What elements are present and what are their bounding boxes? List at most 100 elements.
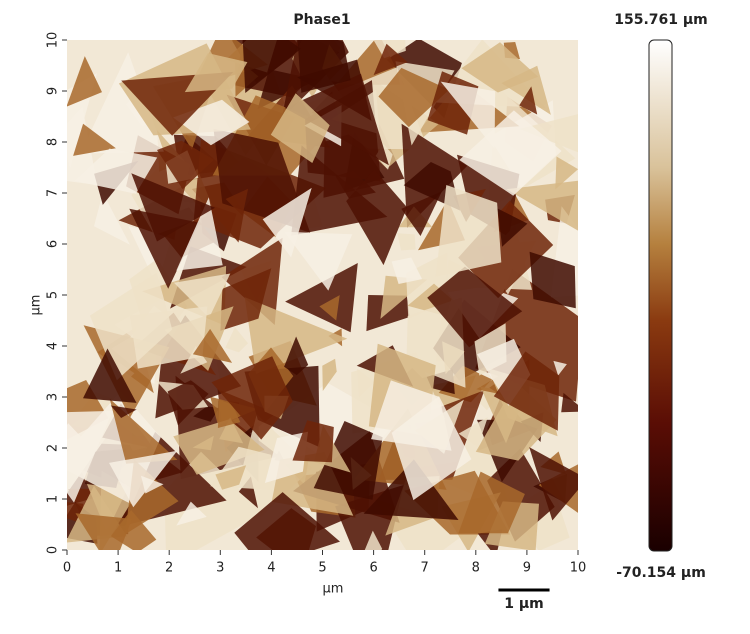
x-tick-label: 8 [472, 561, 480, 576]
domain [519, 114, 578, 153]
domain [89, 272, 173, 381]
y-tick-label: 7 [46, 189, 61, 197]
x-tick-label: 7 [421, 561, 429, 576]
x-tick-label: 4 [267, 561, 275, 576]
domain [173, 273, 231, 318]
domain [234, 492, 340, 550]
domain [264, 431, 308, 483]
x-tick-label: 2 [165, 561, 173, 576]
domain [501, 65, 551, 115]
domain [157, 140, 215, 190]
domain [313, 421, 383, 500]
domain [366, 295, 410, 332]
domain [493, 351, 560, 431]
y-axis-label: µm [29, 295, 44, 316]
domain [176, 197, 223, 271]
domain [192, 328, 233, 363]
domain [397, 233, 416, 251]
x-axis-label: µm [323, 582, 344, 597]
domain [529, 251, 576, 309]
domain [215, 465, 247, 490]
domain [176, 501, 207, 526]
domain [391, 396, 472, 501]
domain [94, 192, 130, 245]
domain [270, 93, 330, 163]
domain [459, 110, 562, 196]
domain [129, 208, 200, 289]
domain [67, 56, 102, 107]
domain [217, 399, 241, 428]
domain [319, 295, 340, 321]
x-tick-label: 3 [216, 561, 224, 576]
domain [391, 257, 423, 284]
domain [561, 392, 578, 413]
domain [109, 450, 178, 508]
phase-image [67, 40, 578, 550]
domain [80, 52, 164, 154]
domain [67, 410, 113, 503]
domain [364, 530, 383, 550]
domain [262, 187, 312, 258]
colorbar-max-label: 155.761 µm [614, 12, 708, 28]
y-tick-label: 10 [46, 32, 61, 49]
domain [284, 231, 353, 291]
domain [506, 180, 578, 231]
domain [292, 420, 334, 463]
domain [458, 200, 554, 299]
domain [225, 188, 249, 216]
y-tick-label: 1 [46, 495, 61, 503]
domain [173, 419, 265, 475]
domain [519, 86, 538, 115]
scale-bar-label: 1 µm [504, 596, 544, 612]
y-tick-label: 5 [46, 291, 61, 299]
domain [242, 40, 301, 93]
domain [219, 417, 244, 444]
domain [184, 53, 248, 93]
domain [220, 268, 272, 331]
x-tick-label: 0 [63, 561, 71, 576]
domain [131, 173, 216, 242]
domain [458, 471, 525, 534]
domain [238, 476, 258, 509]
domain [427, 266, 523, 348]
x-tick-label: 9 [523, 561, 531, 576]
domain [110, 405, 137, 418]
domain [322, 358, 337, 391]
domain [346, 169, 408, 266]
y-tick-label: 3 [46, 393, 61, 401]
domain [284, 73, 389, 166]
domain [75, 513, 132, 550]
domain [211, 356, 293, 440]
domain [297, 40, 351, 93]
chart-title: Phase1 [293, 12, 350, 28]
domain [130, 306, 208, 369]
domain [440, 81, 496, 149]
domain [193, 406, 220, 422]
y-tick-label: 2 [46, 444, 61, 452]
domain [435, 185, 502, 277]
domain [497, 208, 528, 247]
domain [401, 191, 442, 236]
y-tick-label: 9 [46, 87, 61, 95]
y-tick-label: 4 [46, 342, 61, 350]
x-tick-label: 1 [114, 561, 122, 576]
x-tick-label: 6 [369, 561, 377, 576]
x-tick-label: 10 [570, 561, 587, 576]
colorbar-min-label: -70.154 µm [616, 565, 706, 581]
domain [285, 263, 358, 333]
domain [555, 156, 578, 190]
domain [553, 360, 567, 376]
colorbar [648, 39, 673, 552]
domain [373, 43, 408, 76]
y-tick-label: 0 [46, 546, 61, 554]
domain [225, 327, 248, 353]
domain [378, 67, 450, 128]
domain [529, 447, 578, 521]
domain [73, 123, 116, 156]
x-tick-label: 5 [318, 561, 326, 576]
y-tick-label: 6 [46, 240, 61, 248]
domain [83, 348, 137, 403]
y-tick-label: 8 [46, 138, 61, 146]
domain [167, 380, 209, 426]
